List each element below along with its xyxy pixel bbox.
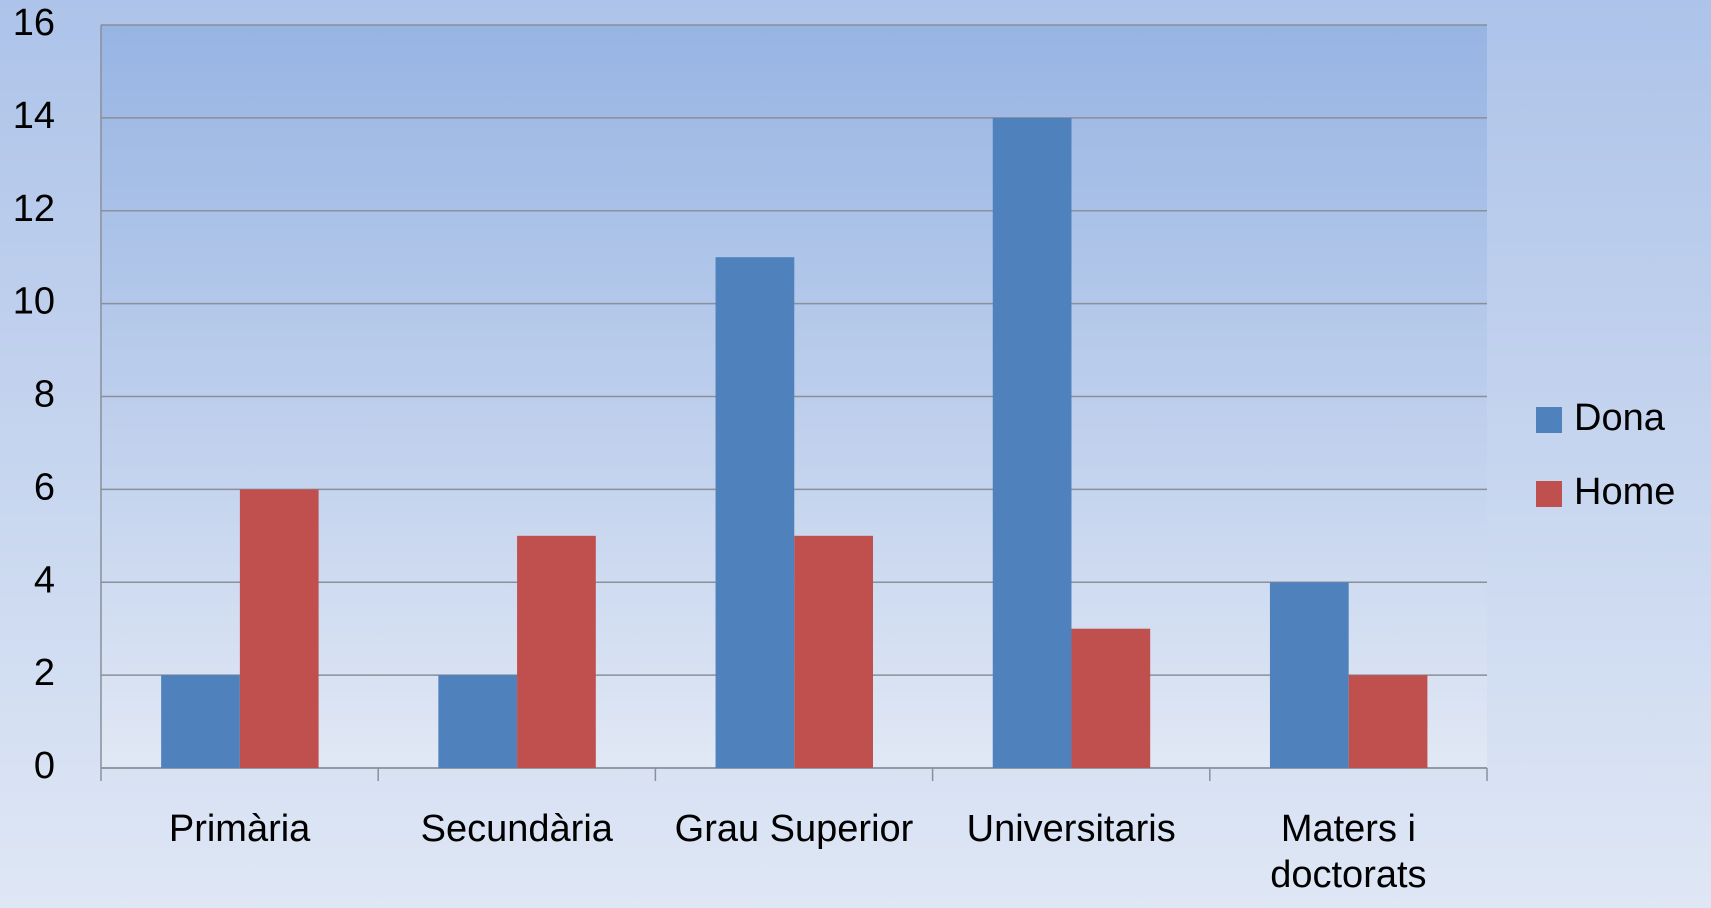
y-tick-label: 2 — [34, 652, 55, 694]
y-tick-label: 12 — [13, 188, 55, 230]
y-tick-label: 8 — [34, 374, 55, 416]
bar — [794, 535, 874, 768]
bar — [1269, 582, 1349, 768]
x-tick-label: Grau Superior — [674, 808, 914, 850]
legend-label: Home — [1574, 471, 1675, 513]
bar — [715, 257, 795, 768]
bar — [161, 675, 240, 768]
x-tick-label: Maters i doctorats — [1270, 808, 1427, 896]
x-tick-label: Primària — [168, 808, 311, 850]
bar — [239, 489, 319, 768]
bar — [992, 117, 1072, 768]
x-tick-label: Universitaris — [966, 808, 1176, 850]
bar — [517, 535, 596, 768]
bar — [438, 675, 518, 768]
legend-swatch — [1536, 407, 1562, 433]
x-tick-label: Secundària — [420, 808, 613, 850]
y-tick-label: 4 — [34, 559, 55, 601]
bar — [1348, 675, 1428, 768]
y-tick-label: 16 — [13, 2, 55, 44]
y-tick-label: 0 — [34, 745, 55, 787]
legend-swatch — [1536, 481, 1562, 507]
legend-label: Dona — [1574, 397, 1666, 439]
y-tick-label: 10 — [13, 281, 55, 323]
y-tick-label: 6 — [34, 466, 55, 508]
y-tick-label: 14 — [13, 95, 55, 137]
bar — [1071, 628, 1151, 768]
